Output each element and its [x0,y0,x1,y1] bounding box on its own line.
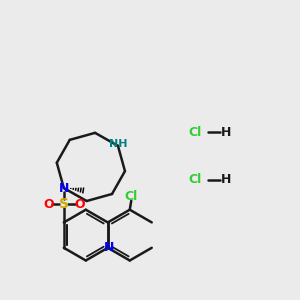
Text: NH: NH [109,139,128,149]
Text: H: H [221,126,231,139]
Text: O: O [74,198,85,211]
Text: Cl: Cl [124,190,138,203]
Text: Cl: Cl [188,173,201,186]
Text: N: N [104,241,115,254]
Text: S: S [59,197,69,212]
Text: H: H [221,173,231,186]
Text: N: N [58,182,69,195]
Text: O: O [43,198,54,211]
Text: Cl: Cl [188,126,201,139]
